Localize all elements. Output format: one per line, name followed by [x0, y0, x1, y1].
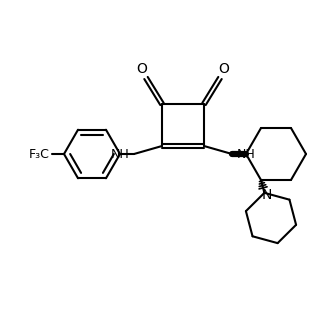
Text: O: O — [137, 62, 148, 76]
Text: NH: NH — [237, 148, 256, 160]
Text: O: O — [218, 62, 229, 76]
Text: N: N — [261, 188, 272, 202]
Text: F₃C: F₃C — [29, 148, 50, 160]
Text: NH: NH — [110, 148, 129, 160]
